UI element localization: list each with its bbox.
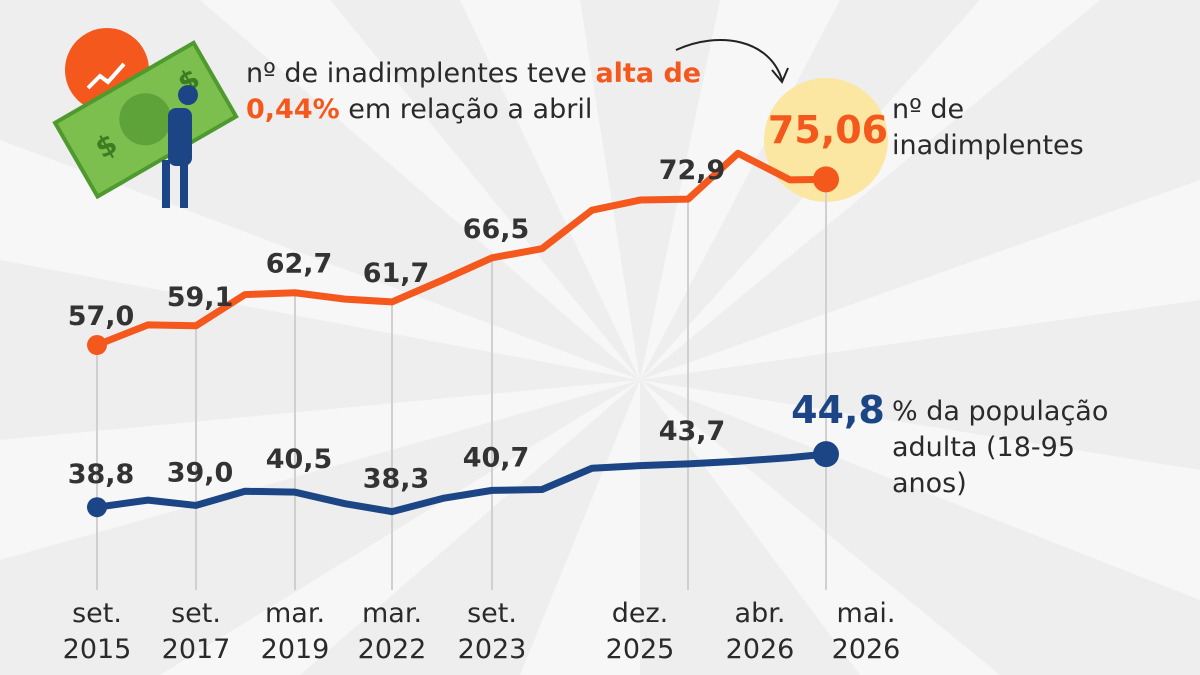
value-label: 44,8 [791,388,885,432]
legend-entry: % da população adulta (18-95 anos) [892,396,1109,499]
annotation-highlight: alta de 0,44% [246,58,702,125]
value-label: 75,06 [768,108,888,152]
legend-entry: nº de inadimplentes [892,94,1084,161]
value-label: 57,0 [68,301,135,332]
x-tick-label: set. 2015 [62,598,132,665]
annotation-text: nº de inadimplentes teve [246,58,587,89]
value-label: 40,7 [463,442,530,473]
value-label: 66,5 [463,214,530,245]
x-tick-label: mar. 2022 [357,598,427,665]
point [813,166,839,193]
series-line [96,450,827,516]
value-label: 59,1 [167,282,234,313]
value-label: 38,8 [68,459,135,490]
annotation: nº de inadimplentes teve alta de 0,44% e… [246,56,706,128]
x-tick-label: dez. 2025 [605,598,675,665]
arrow-head [771,67,789,84]
value-label: 38,3 [363,464,430,495]
money-icon: $ $ [52,28,239,208]
x-tick-label: mar. 2019 [260,598,330,665]
value-label: 39,0 [167,457,234,488]
x-tick-label: mai. 2026 [831,598,901,665]
point [813,441,839,468]
series-line [95,149,827,349]
x-tick-label: set. 2023 [457,598,527,665]
x-tick-label: set. 2017 [161,598,231,665]
point [87,335,107,356]
annotation-text: em relação a abril [348,94,593,125]
highlight-circle [764,78,888,202]
value-label: 40,5 [266,444,333,475]
value-label: 72,9 [659,155,726,186]
value-label: 62,7 [266,249,333,280]
value-label: 43,7 [659,416,726,447]
point [87,497,107,518]
value-label: 61,7 [363,258,430,289]
x-tick-label: abr. 2026 [725,598,795,665]
arrow [675,39,783,81]
